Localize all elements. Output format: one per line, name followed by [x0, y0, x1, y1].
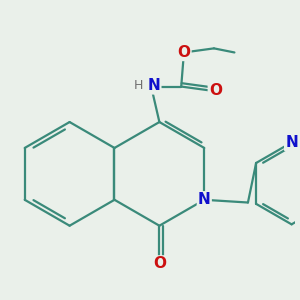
Text: N: N — [198, 192, 211, 207]
Text: N: N — [285, 135, 298, 150]
Text: O: O — [153, 256, 166, 272]
Text: N: N — [148, 78, 160, 93]
Text: H: H — [134, 80, 144, 92]
Text: O: O — [177, 45, 190, 60]
Text: O: O — [209, 83, 222, 98]
